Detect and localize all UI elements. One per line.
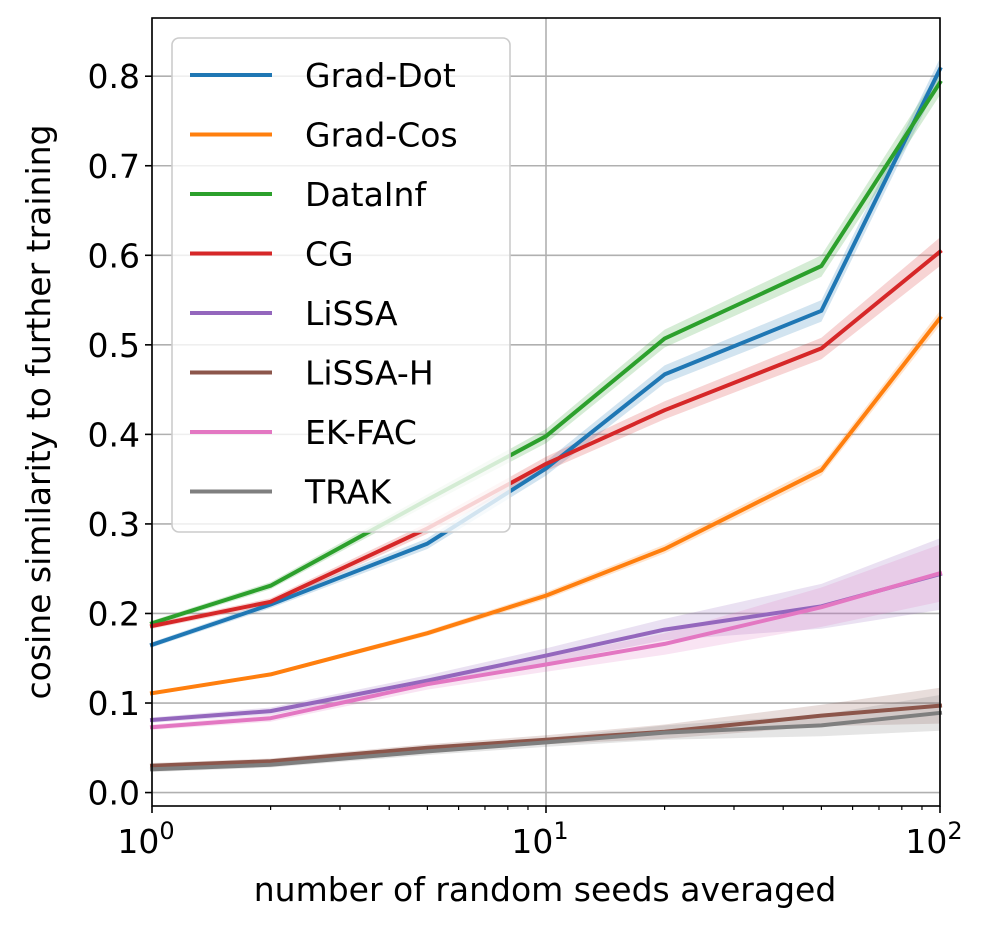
y-tick-label: 0.6	[88, 236, 140, 275]
y-tick-label: 0.8	[88, 57, 140, 96]
y-tick-label: 0.2	[88, 594, 140, 633]
legend-label-datainf: DataInf	[305, 175, 427, 214]
x-tick-base: 10	[905, 822, 947, 861]
y-tick-label: 0.5	[88, 326, 140, 365]
series-lines	[149, 66, 943, 772]
x-tick-label: 101	[511, 817, 568, 861]
series-line-ek-fac	[149, 570, 943, 730]
y-axis-title: cosine similarity to further training	[19, 125, 58, 700]
legend-box	[171, 37, 511, 533]
legend-label-ek-fac: EK-FAC	[305, 413, 417, 452]
y-tick-label: 0.1	[88, 684, 140, 723]
x-tick-base: 10	[511, 822, 553, 861]
legend-label-lissa-h: LiSSA-H	[305, 354, 434, 393]
y-tick-label: 0.3	[88, 505, 140, 544]
band-lissa	[152, 538, 940, 723]
x-tick-label: 102	[905, 817, 962, 861]
x-tick-base: 10	[117, 822, 159, 861]
legend-label-trak: TRAK	[304, 473, 392, 512]
x-tick-label: 100	[117, 817, 174, 861]
legend-label-lissa: LiSSA	[305, 294, 398, 333]
legend-label-grad-dot: Grad-Dot	[305, 56, 456, 95]
legend: Grad-Dot Grad-Cos DataInf CG LiSSA LiSSA-H EK-…	[171, 37, 511, 533]
series-line-datainf	[149, 79, 943, 626]
y-tick-label: 0.4	[88, 415, 140, 454]
x-axis-title: number of random seeds averaged	[254, 870, 837, 909]
legend-label-grad-cos: Grad-Cos	[305, 116, 458, 155]
x-tick-exponent: 0	[159, 817, 174, 845]
series-line-grad-dot	[149, 66, 943, 648]
series-line-trak	[149, 710, 943, 772]
y-tick-label: 0.7	[88, 147, 140, 186]
legend-label-cg: CG	[305, 235, 354, 274]
series-line-cg	[149, 248, 943, 629]
x-tick-exponent: 1	[553, 817, 568, 845]
y-tick-label: 0.0	[88, 774, 140, 813]
x-tick-exponent: 2	[947, 817, 962, 845]
series-line-lissa-h	[149, 703, 943, 768]
